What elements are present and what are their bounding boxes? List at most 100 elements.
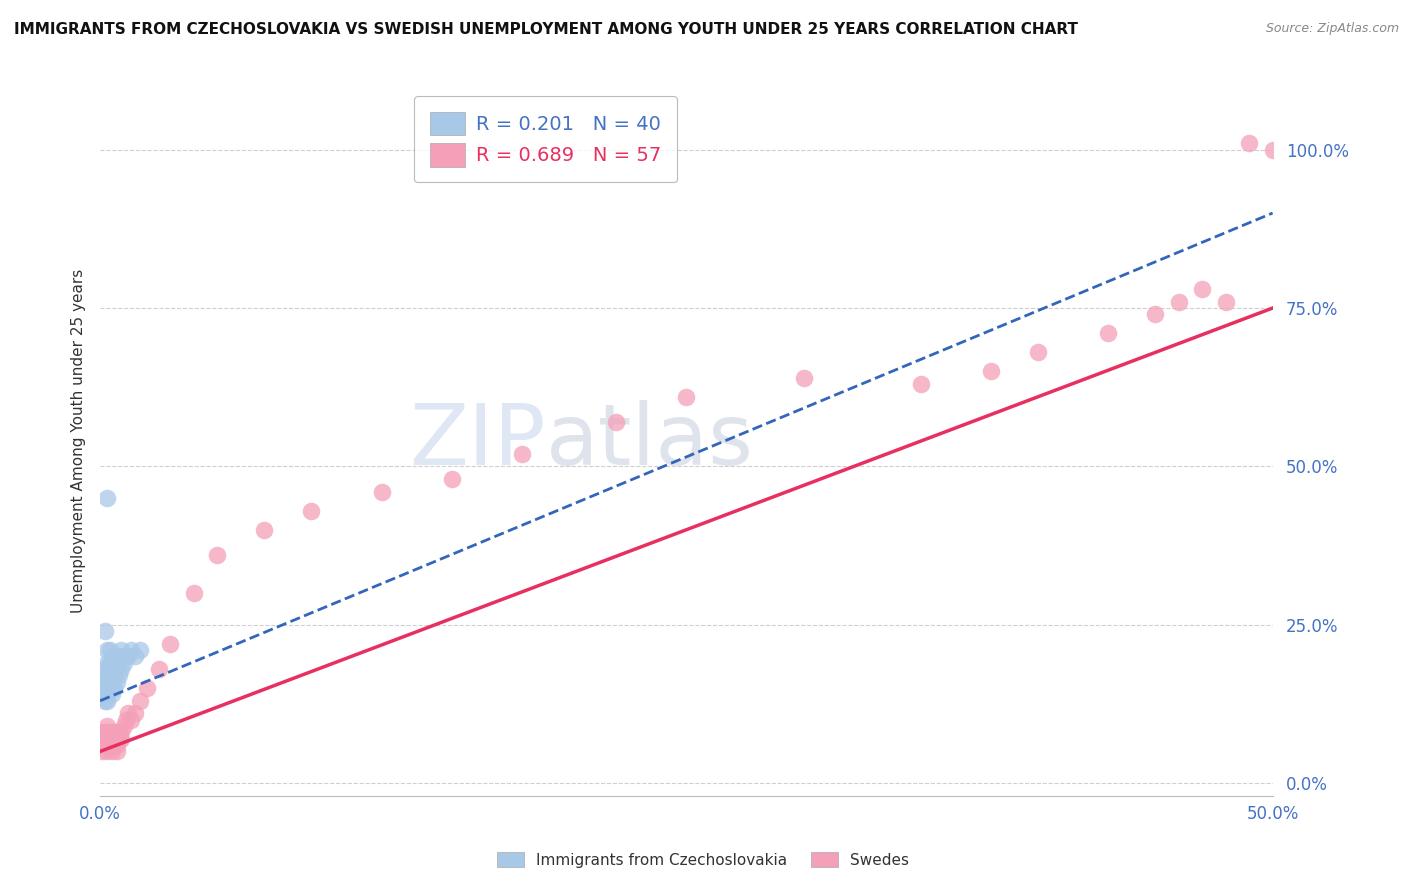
- Point: [370, 484, 392, 499]
- Point: [1237, 136, 1260, 151]
- Point: [510, 447, 533, 461]
- Point: [108, 649, 131, 664]
- Point: [108, 668, 131, 682]
- Y-axis label: Unemployment Among Youth under 25 years: Unemployment Among Youth under 25 years: [72, 268, 86, 613]
- Point: [1097, 326, 1119, 341]
- Point: [299, 504, 322, 518]
- Point: [98, 643, 121, 657]
- Point: [96, 738, 118, 752]
- Point: [96, 744, 118, 758]
- Point: [101, 662, 124, 676]
- Point: [94, 662, 117, 676]
- Point: [94, 725, 117, 739]
- Point: [94, 624, 117, 638]
- Point: [98, 668, 121, 682]
- Point: [110, 731, 132, 746]
- Point: [94, 694, 117, 708]
- Point: [129, 643, 152, 657]
- Point: [91, 674, 114, 689]
- Point: [103, 731, 125, 746]
- Point: [98, 738, 121, 752]
- Point: [103, 681, 125, 695]
- Point: [105, 738, 128, 752]
- Point: [110, 662, 132, 676]
- Point: [110, 643, 132, 657]
- Point: [91, 744, 114, 758]
- Text: Source: ZipAtlas.com: Source: ZipAtlas.com: [1265, 22, 1399, 36]
- Point: [117, 649, 139, 664]
- Point: [91, 731, 114, 746]
- Point: [101, 744, 124, 758]
- Point: [96, 674, 118, 689]
- Point: [793, 370, 815, 384]
- Point: [148, 662, 170, 676]
- Point: [94, 731, 117, 746]
- Point: [136, 681, 159, 695]
- Point: [105, 731, 128, 746]
- Point: [96, 687, 118, 701]
- Point: [101, 687, 124, 701]
- Point: [120, 713, 142, 727]
- Point: [96, 731, 118, 746]
- Point: [96, 656, 118, 670]
- Legend: Immigrants from Czechoslovakia, Swedes: Immigrants from Czechoslovakia, Swedes: [489, 844, 917, 875]
- Point: [112, 719, 135, 733]
- Point: [101, 674, 124, 689]
- Point: [96, 681, 118, 695]
- Point: [1026, 345, 1049, 359]
- Point: [91, 668, 114, 682]
- Point: [115, 649, 138, 664]
- Point: [108, 731, 131, 746]
- Point: [108, 725, 131, 739]
- Point: [112, 656, 135, 670]
- Point: [94, 738, 117, 752]
- Point: [96, 719, 118, 733]
- Point: [1167, 294, 1189, 309]
- Point: [120, 643, 142, 657]
- Point: [94, 687, 117, 701]
- Point: [101, 731, 124, 746]
- Point: [117, 706, 139, 721]
- Point: [103, 668, 125, 682]
- Point: [103, 738, 125, 752]
- Point: [94, 681, 117, 695]
- Point: [96, 668, 118, 682]
- Point: [98, 731, 121, 746]
- Point: [1261, 143, 1284, 157]
- Point: [101, 649, 124, 664]
- Point: [105, 674, 128, 689]
- Point: [1191, 282, 1213, 296]
- Point: [103, 649, 125, 664]
- Point: [183, 586, 205, 600]
- Point: [440, 472, 463, 486]
- Point: [96, 491, 118, 505]
- Text: ZIP: ZIP: [409, 400, 546, 483]
- Point: [103, 725, 125, 739]
- Point: [96, 643, 118, 657]
- Point: [96, 694, 118, 708]
- Point: [98, 656, 121, 670]
- Point: [94, 674, 117, 689]
- Text: IMMIGRANTS FROM CZECHOSLOVAKIA VS SWEDISH UNEMPLOYMENT AMONG YOUTH UNDER 25 YEAR: IMMIGRANTS FROM CZECHOSLOVAKIA VS SWEDIS…: [14, 22, 1078, 37]
- Point: [124, 706, 146, 721]
- Point: [980, 364, 1002, 378]
- Point: [98, 681, 121, 695]
- Point: [110, 725, 132, 739]
- Point: [124, 649, 146, 664]
- Point: [910, 377, 932, 392]
- Point: [115, 713, 138, 727]
- Point: [96, 725, 118, 739]
- Point: [101, 738, 124, 752]
- Point: [129, 694, 152, 708]
- Point: [605, 415, 627, 429]
- Point: [1215, 294, 1237, 309]
- Point: [105, 744, 128, 758]
- Point: [105, 725, 128, 739]
- Legend: R = 0.201   N = 40, R = 0.689   N = 57: R = 0.201 N = 40, R = 0.689 N = 57: [415, 96, 678, 183]
- Point: [1144, 307, 1167, 321]
- Point: [207, 548, 229, 562]
- Point: [253, 523, 276, 537]
- Point: [675, 390, 697, 404]
- Point: [159, 637, 181, 651]
- Text: atlas: atlas: [546, 400, 754, 483]
